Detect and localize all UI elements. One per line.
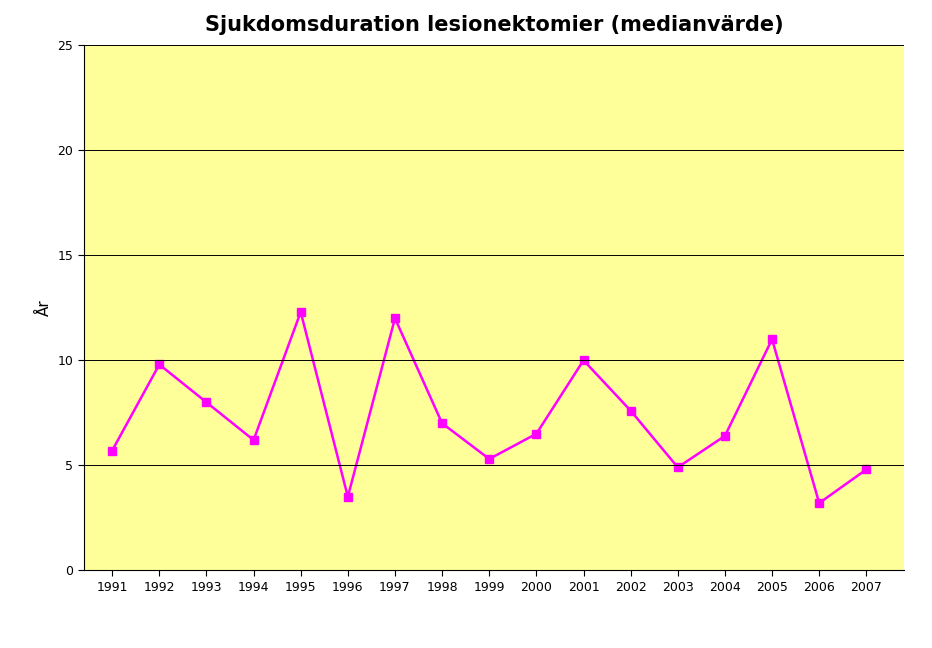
Y-axis label: År: År [37, 299, 52, 316]
Title: Sjukdomsduration lesionektomier (medianvärde): Sjukdomsduration lesionektomier (medianv… [205, 16, 783, 36]
